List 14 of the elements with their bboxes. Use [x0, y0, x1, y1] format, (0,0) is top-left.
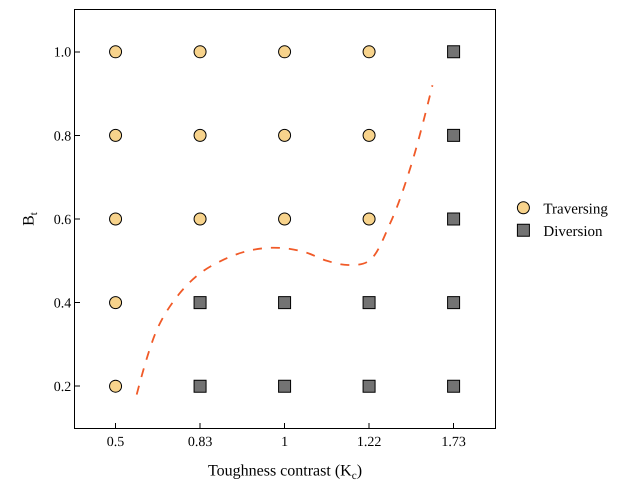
x-tick-label: 0.5 — [106, 434, 124, 450]
y-tick-label: 0.2 — [54, 380, 72, 396]
x-tick-label: 1.73 — [441, 434, 466, 450]
legend-label: Traversing — [543, 202, 608, 218]
x-tick-label: 1 — [281, 434, 288, 450]
y-tick-label: 0.8 — [54, 129, 72, 144]
y-tick-label: 0.4 — [54, 296, 72, 312]
x-axis-title: Toughness contrast (K$_{c}$) — [208, 462, 362, 482]
line-series — [136, 84, 434, 396]
legend-label: Diversion — [543, 224, 604, 240]
x-tick-label: 0.83 — [188, 434, 212, 450]
x-tick-label: 1.22 — [356, 434, 382, 450]
y-tick-label: 0.6 — [54, 212, 72, 228]
y-tick-label: 1.0 — [54, 46, 72, 61]
